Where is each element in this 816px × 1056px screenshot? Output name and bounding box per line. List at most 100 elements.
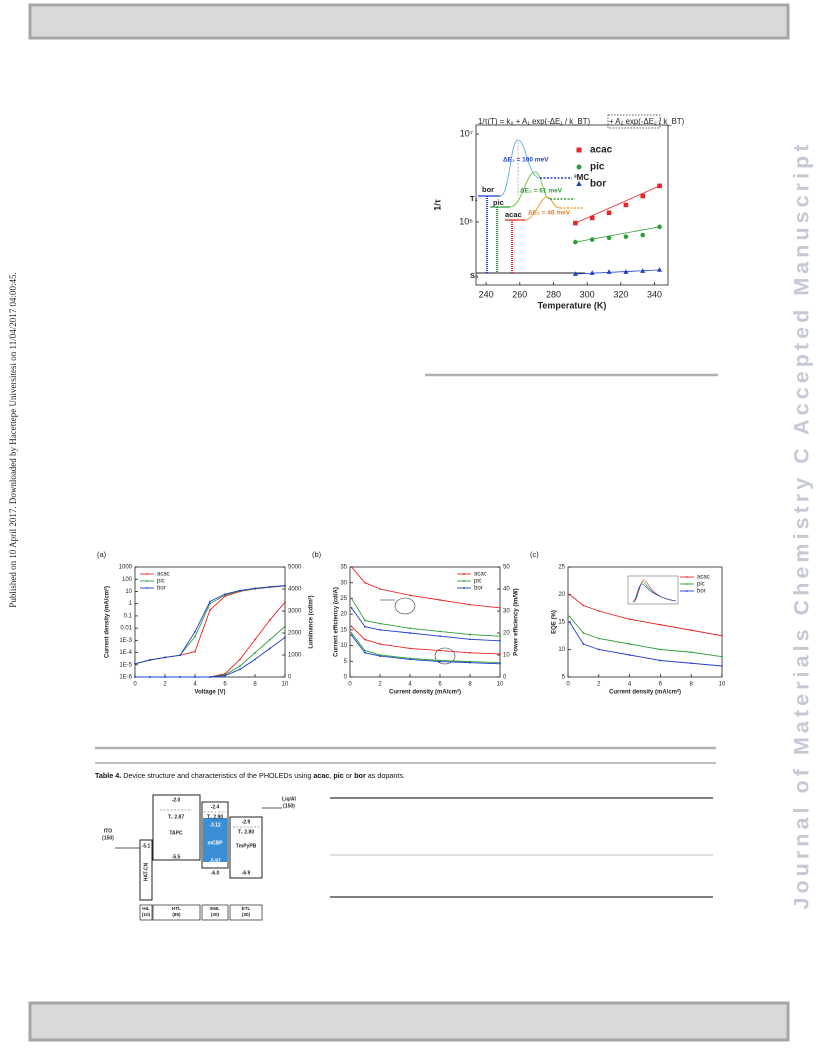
x-tick-label: 2 <box>378 682 382 688</box>
marker <box>576 164 582 170</box>
marker <box>164 676 166 678</box>
y2-tick-label: 20 <box>503 631 510 637</box>
legend-label: pic <box>590 162 605 173</box>
marker <box>350 566 353 568</box>
x-axis-label: Temperature (K) <box>538 300 607 310</box>
marker <box>628 654 631 656</box>
device-label: T₁ 2.90 <box>207 814 223 820</box>
y2-axis-label: Power efficiency (lm/W) <box>514 588 520 655</box>
marker <box>239 665 241 667</box>
marker <box>623 202 629 208</box>
marker <box>350 606 353 609</box>
y-tick-label: 15 <box>340 627 347 633</box>
marker <box>576 147 582 153</box>
x-tick-label: 4 <box>193 682 197 688</box>
caption-part: Device structure and characteristics of … <box>121 771 313 780</box>
marker <box>239 668 241 671</box>
marker <box>284 584 286 587</box>
marker <box>284 636 286 639</box>
download-note: Published on 10 April 2017. Downloaded b… <box>8 272 18 607</box>
marker <box>439 649 441 652</box>
x-tick-label: 0 <box>133 682 137 688</box>
marker <box>209 600 211 603</box>
layer-tag <box>152 904 201 921</box>
y2-tick-label: 2000 <box>288 631 302 637</box>
y2-tick-label: 0 <box>288 675 292 681</box>
marker <box>379 588 381 590</box>
marker <box>194 650 196 653</box>
marker <box>364 638 366 641</box>
x-tick-label: 320 <box>613 289 628 299</box>
marker <box>364 651 366 654</box>
marker <box>134 676 136 678</box>
device-label: (150) <box>283 803 295 809</box>
annotation: bor <box>482 185 494 194</box>
y-tick-label: 20 <box>340 612 347 618</box>
annotation: ³MC <box>574 173 589 182</box>
callout <box>394 597 416 615</box>
annotation: acac <box>505 210 522 219</box>
layer-tag-label: HIL <box>142 906 150 911</box>
legend-label: bor <box>157 586 166 592</box>
marker <box>164 656 166 659</box>
marker <box>657 183 662 189</box>
x-tick-label: 340 <box>647 289 662 299</box>
y-tick-label: 0.01 <box>120 626 132 632</box>
marker <box>657 267 663 272</box>
series-line <box>569 621 723 667</box>
y-tick-label: 35 <box>340 565 347 571</box>
annotation: S₀ <box>470 271 478 280</box>
marker <box>469 638 471 641</box>
device-label: HAT-CN <box>143 862 149 881</box>
device-label: -2.0 <box>172 797 181 803</box>
table-caption: Table 4. Device structure and characteri… <box>95 771 405 780</box>
series-line <box>351 598 501 637</box>
layer-tag-label: (10) <box>142 912 151 917</box>
marker <box>209 676 211 678</box>
marker <box>597 648 600 651</box>
legend-label: bor <box>590 179 606 190</box>
marker <box>469 603 471 606</box>
y-tick-label: 25 <box>558 565 565 571</box>
x-tick-label: 0 <box>348 682 352 688</box>
marker <box>659 648 662 651</box>
inset-curve <box>632 579 677 603</box>
marker <box>239 589 241 592</box>
marker <box>463 580 465 582</box>
y-tick-label: 1E-5 <box>119 662 132 668</box>
layer-tag <box>139 904 153 921</box>
footer-bar <box>28 1001 790 1042</box>
device-diagram: -2.0 T₁ 2.87 TAPC -5.5 -2.4 T₁ 2.90 -3.12 mCBP -… <box>102 794 297 921</box>
x-tick-label: 10 <box>497 682 504 688</box>
y-axis-label: Current efficiency (cd/A) <box>334 587 340 657</box>
layer-tag <box>229 904 263 921</box>
legend-label: pic <box>697 582 705 588</box>
barrier <box>524 196 561 221</box>
marker <box>409 658 411 661</box>
marker <box>721 655 723 658</box>
marker <box>721 634 723 637</box>
marker <box>254 638 256 641</box>
series-line <box>135 626 286 678</box>
marker <box>364 581 366 584</box>
marker <box>364 649 366 652</box>
layer-tag <box>201 904 229 921</box>
annotation: ΔE₂ = 46 meV <box>528 210 571 217</box>
marker <box>582 643 585 645</box>
y2-tick-label: 5000 <box>288 565 302 571</box>
marker <box>686 583 688 585</box>
panel-label: (a) <box>97 550 107 559</box>
caption-part: Table 4. <box>95 771 121 780</box>
x-tick-label: 10 <box>719 682 726 688</box>
marker <box>690 629 693 632</box>
marker <box>350 632 353 634</box>
marker <box>499 606 501 609</box>
y2-tick-label: 3000 <box>288 609 302 615</box>
y2-tick-label: 1000 <box>288 653 302 659</box>
marker <box>254 658 256 661</box>
marker <box>469 633 471 636</box>
marker <box>576 181 582 186</box>
marker <box>659 659 662 662</box>
series-line <box>135 637 286 678</box>
